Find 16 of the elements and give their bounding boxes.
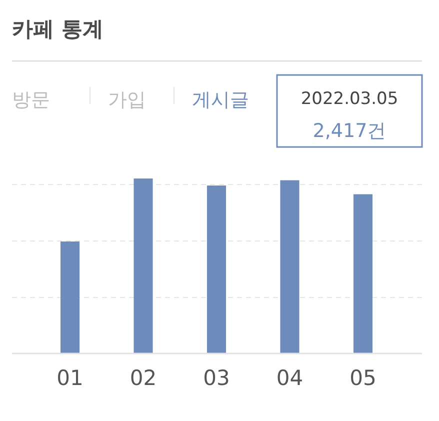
- x-tick-label: 03: [203, 366, 230, 390]
- x-tick-label: 02: [130, 366, 157, 390]
- text: 방문: [12, 89, 50, 111]
- x-tick-label: 01: [56, 366, 84, 390]
- text: 게시글: [192, 89, 249, 111]
- x-tick-label: 04: [276, 366, 304, 390]
- text: 2022.03.05: [300, 89, 398, 109]
- bar: [206, 186, 226, 354]
- bar: [134, 178, 153, 354]
- chart-title: 카페 통계: [12, 17, 104, 41]
- text: 2,417건: [312, 120, 386, 142]
- text: 가입: [108, 89, 146, 111]
- bar: [60, 242, 80, 354]
- bar: [280, 180, 300, 354]
- bar: [353, 194, 372, 354]
- x-tick-label: 05: [350, 366, 376, 390]
